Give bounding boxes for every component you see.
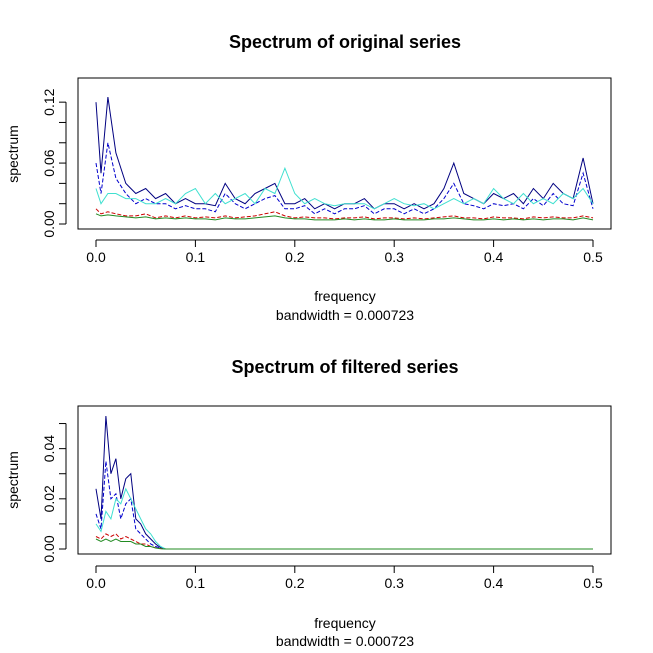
- series-line-4: [95, 208, 594, 220]
- x-tick-label: 0.4: [484, 575, 504, 591]
- x-tick-label: 0.2: [285, 575, 305, 591]
- x-axis-original: 0.0 0.1 0.2 0.3 0.4 0.5: [86, 239, 603, 265]
- series-group-original: [95, 97, 594, 221]
- series-group-filtered: [95, 415, 593, 550]
- panel-filtered: Spectrum of filtered series 0.0 0.1 0.2 0.3…: [5, 357, 612, 649]
- series-line-3: [95, 166, 594, 210]
- series-line-4: [95, 533, 593, 550]
- y-axis-label-filtered: spectrum: [5, 451, 21, 509]
- y-tick-label: 0.12: [41, 88, 57, 115]
- y-axis-label-original: spectrum: [5, 125, 21, 183]
- y-tick-label: 0.04: [41, 435, 57, 462]
- y-axis-filtered: 0.00 0.02 0.04: [41, 423, 67, 563]
- x-tick-label: 0.0: [86, 575, 106, 591]
- y-axis-original: 0.00 0.06 0.12: [41, 88, 67, 238]
- y-tick-label: 0.06: [41, 149, 57, 176]
- chart-title-original: Spectrum of original series: [229, 32, 461, 52]
- series-line-1: [95, 97, 594, 210]
- x-tick-label: 0.5: [583, 575, 603, 591]
- x-tick-label: 0.0: [86, 249, 106, 265]
- x-axis-label-filtered: frequency: [314, 615, 375, 631]
- y-tick-label: 0.02: [41, 485, 57, 512]
- x-tick-label: 0.1: [186, 575, 206, 591]
- plot-box-original: [77, 77, 612, 230]
- series-line-2: [95, 461, 593, 550]
- x-tick-label: 0.3: [384, 575, 404, 591]
- x-tick-label: 0.5: [583, 249, 603, 265]
- series-line-2: [95, 142, 594, 215]
- series-line-5: [95, 538, 593, 550]
- series-line-5: [95, 213, 594, 221]
- x-tick-label: 0.4: [484, 249, 504, 265]
- x-axis-label-original: frequency: [314, 288, 375, 304]
- series-line-3: [95, 487, 593, 550]
- x-tick-label: 0.3: [384, 249, 404, 265]
- y-tick-label: 0.00: [41, 210, 57, 237]
- bandwidth-label-filtered: bandwidth = 0.000723: [276, 633, 414, 649]
- x-tick-label: 0.2: [285, 249, 305, 265]
- x-axis-filtered: 0.0 0.1 0.2 0.3 0.4 0.5: [86, 565, 603, 591]
- plot-box-filtered: [77, 405, 612, 555]
- bandwidth-label-original: bandwidth = 0.000723: [276, 307, 414, 323]
- panel-original: Spectrum of original series 0.0 0.1 0.2 0.3…: [5, 32, 612, 323]
- x-tick-label: 0.1: [186, 249, 206, 265]
- y-tick-label: 0.00: [41, 535, 57, 562]
- chart-title-filtered: Spectrum of filtered series: [231, 357, 458, 377]
- series-line-1: [95, 415, 593, 550]
